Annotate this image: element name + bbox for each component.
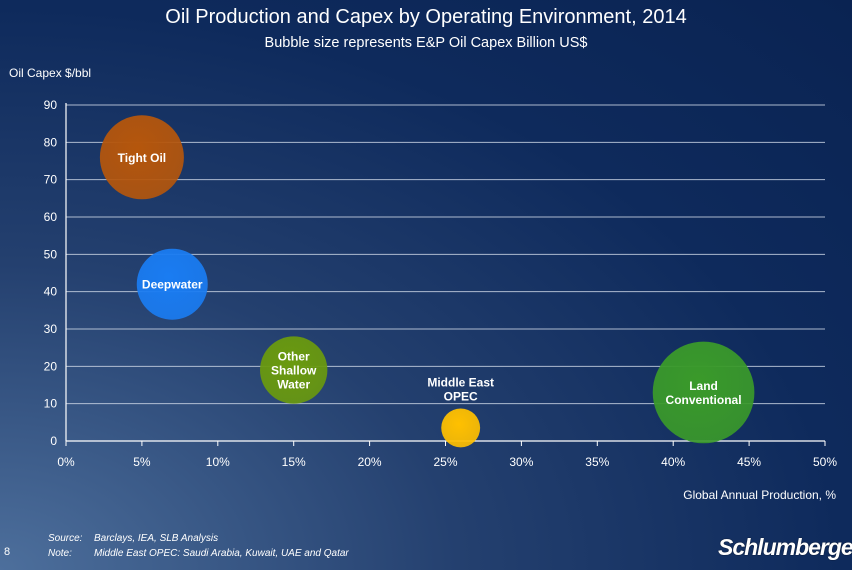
schlumberger-logo: Schlumberger xyxy=(718,534,852,560)
x-tick-label: 50% xyxy=(813,455,837,469)
bubble-label: Other xyxy=(278,350,310,364)
page-number: 8 xyxy=(4,546,11,558)
bubble-label: Land xyxy=(689,379,718,393)
y-axis-label: Oil Capex $/bbl xyxy=(9,66,92,80)
bubble-label: Shallow xyxy=(271,364,317,378)
x-tick-label: 35% xyxy=(585,455,609,469)
x-tick-label: 30% xyxy=(509,455,533,469)
bubble-label: Middle East xyxy=(427,375,494,389)
x-tick-label: 45% xyxy=(737,455,761,469)
source-key: Source: xyxy=(48,533,83,544)
bubble-label: OPEC xyxy=(444,389,478,403)
bubble-label: Water xyxy=(277,378,310,392)
bubble-label: Conventional xyxy=(666,393,742,407)
x-tick-label: 15% xyxy=(282,455,306,469)
x-tick-label: 5% xyxy=(133,455,151,469)
x-tick-label: 25% xyxy=(433,455,457,469)
bubble xyxy=(260,336,328,404)
note-key: Note: xyxy=(48,548,72,559)
bubble xyxy=(136,248,208,320)
y-tick-label: 50 xyxy=(44,247,58,261)
y-tick-label: 60 xyxy=(44,210,58,224)
note-value: Middle East OPEC: Saudi Arabia, Kuwait, … xyxy=(94,548,349,559)
x-axis-label: Global Annual Production, % xyxy=(683,488,836,502)
note: Note: Middle East OPEC: Saudi Arabia, Kuw… xyxy=(48,546,349,561)
y-tick-label: 70 xyxy=(44,173,58,187)
y-tick-label: 90 xyxy=(44,98,58,112)
bubble xyxy=(441,408,481,448)
source-note: Source: Barclays, IEA, SLB Analysis xyxy=(48,531,349,546)
bubble-label: Deepwater xyxy=(142,278,203,292)
x-tick-label: 20% xyxy=(358,455,382,469)
chart-subtitle: Bubble size represents E&P Oil Capex Bil… xyxy=(264,35,588,51)
y-tick-label: 80 xyxy=(44,135,58,149)
y-tick-label: 10 xyxy=(44,397,58,411)
y-tick-label: 0 xyxy=(50,434,57,448)
bubble-label: Tight Oil xyxy=(118,151,166,165)
x-tick-label: 40% xyxy=(661,455,685,469)
x-tick-label: 10% xyxy=(206,455,230,469)
y-tick-label: 20 xyxy=(44,359,58,373)
footnotes: Source: Barclays, IEA, SLB Analysis Note:… xyxy=(48,531,349,561)
x-tick-label: 0% xyxy=(57,455,75,469)
y-tick-label: 30 xyxy=(44,322,58,336)
bubble xyxy=(99,115,184,200)
bubble xyxy=(652,341,755,444)
chart-title: Oil Production and Capex by Operating En… xyxy=(165,6,687,28)
y-tick-label: 40 xyxy=(44,285,58,299)
source-value: Barclays, IEA, SLB Analysis xyxy=(94,533,219,544)
